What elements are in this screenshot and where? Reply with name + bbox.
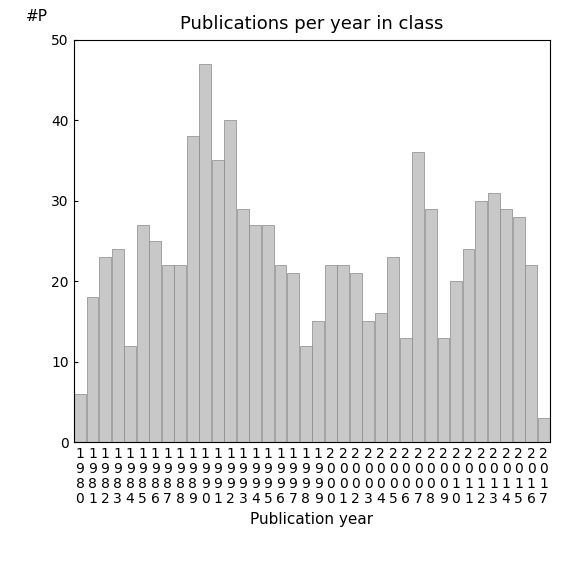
Bar <box>513 217 524 442</box>
Bar <box>362 321 374 442</box>
Bar <box>237 209 249 442</box>
Bar <box>312 321 324 442</box>
Bar <box>137 225 149 442</box>
Bar <box>149 241 161 442</box>
Bar <box>450 281 462 442</box>
Bar <box>400 337 412 442</box>
Title: Publications per year in class: Publications per year in class <box>180 15 443 32</box>
Bar <box>225 120 236 442</box>
Bar <box>74 394 86 442</box>
Bar <box>299 346 311 442</box>
Bar <box>262 225 274 442</box>
Bar <box>249 225 261 442</box>
Bar <box>337 265 349 442</box>
Bar <box>274 265 286 442</box>
Bar <box>200 64 211 442</box>
Bar <box>475 201 487 442</box>
Bar <box>375 314 387 442</box>
Bar <box>174 265 186 442</box>
Bar <box>538 418 549 442</box>
Bar <box>350 273 362 442</box>
Bar <box>525 265 537 442</box>
Bar <box>124 346 136 442</box>
Bar <box>438 337 450 442</box>
Bar <box>87 297 99 442</box>
X-axis label: Publication year: Publication year <box>250 512 374 527</box>
Bar <box>488 193 500 442</box>
Bar <box>500 209 512 442</box>
Bar <box>99 257 111 442</box>
Bar <box>387 257 399 442</box>
Bar <box>412 153 424 442</box>
Bar <box>425 209 437 442</box>
Bar <box>463 249 475 442</box>
Bar <box>187 136 198 442</box>
Bar <box>112 249 124 442</box>
Bar <box>162 265 174 442</box>
Bar <box>287 273 299 442</box>
Text: #P: #P <box>26 9 48 24</box>
Bar <box>325 265 337 442</box>
Bar <box>212 160 224 442</box>
